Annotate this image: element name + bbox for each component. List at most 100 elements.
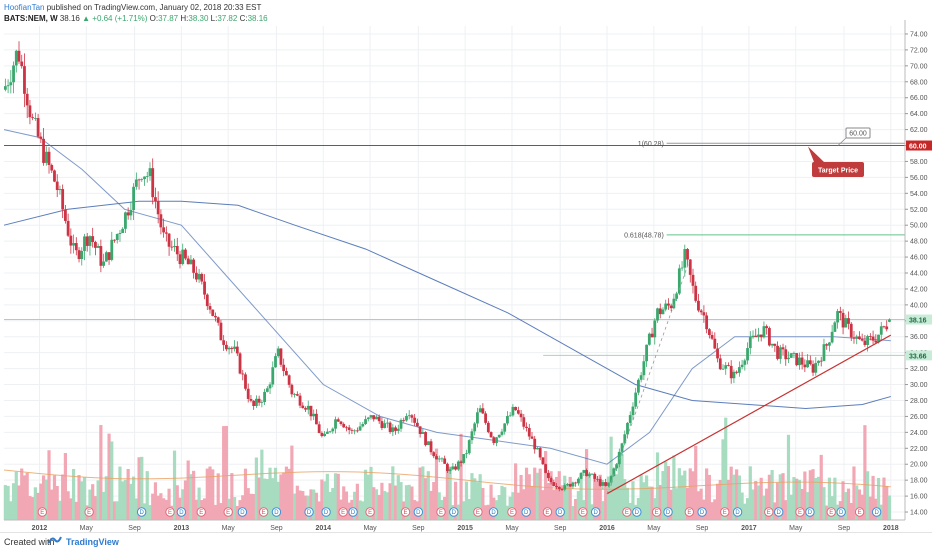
candle-body	[102, 261, 105, 266]
volume-bar	[767, 474, 771, 520]
candle-body	[713, 338, 717, 349]
price-chart[interactable]: 1(60.28) 0.618(48.78) 60.00 Target Price E…	[0, 0, 932, 532]
volume-bar	[527, 474, 531, 520]
candle-body	[871, 336, 875, 341]
volume-bar	[459, 433, 463, 520]
candle-body	[459, 461, 463, 463]
time-tick-label: 2017	[741, 525, 757, 532]
price-tick-label: 52.00	[910, 207, 928, 214]
candle-body	[55, 181, 59, 191]
volume-bar	[538, 468, 542, 520]
candle-body	[396, 428, 400, 431]
support-badge	[906, 350, 932, 361]
candle-body	[69, 235, 73, 246]
volume-bar	[213, 504, 218, 520]
candle-body	[626, 422, 629, 435]
target-value-box	[845, 127, 871, 139]
fib-0618-label: 0.618(48.78)	[624, 232, 664, 239]
volume-bar	[355, 483, 359, 520]
volume-bar	[500, 485, 504, 520]
candle-body	[582, 470, 586, 473]
volume-bar	[31, 497, 35, 520]
candle-body	[506, 416, 509, 424]
trendline[interactable]	[606, 260, 892, 495]
dividend-marker	[449, 507, 459, 517]
candle-body	[555, 485, 558, 487]
support-badge-label: 33.66	[909, 353, 927, 360]
volume-bar	[71, 468, 76, 520]
time-tick-label: Sep	[838, 525, 851, 532]
price-tick-label: 42.00	[910, 286, 928, 293]
candle-body	[36, 118, 40, 137]
volume-bar	[822, 487, 826, 520]
volume-bar	[235, 505, 239, 520]
volume-bar	[770, 470, 774, 520]
target-price-badge-label: 60.00	[909, 144, 927, 151]
candle-body	[312, 413, 316, 417]
volume-bar	[453, 481, 458, 520]
candle-body	[615, 464, 618, 469]
candle-body	[33, 118, 37, 119]
volume-bar	[344, 491, 349, 520]
volume-bar	[871, 475, 875, 520]
dividend-marker	[836, 507, 846, 517]
candle-body	[549, 478, 553, 483]
open-label: O:	[149, 14, 159, 23]
volume-bar	[11, 483, 16, 520]
volume-bar	[841, 481, 845, 520]
candle-body	[216, 317, 220, 323]
candle-body	[828, 342, 831, 346]
candle-body	[484, 413, 488, 423]
author-link[interactable]: HoofianTan	[4, 3, 45, 12]
price-tick-label: 72.00	[910, 47, 928, 54]
volume-bar	[691, 471, 695, 520]
annotations[interactable]: 60.00 Target Price	[808, 127, 871, 177]
volume-bar	[276, 481, 280, 520]
candle-body	[634, 392, 638, 407]
earnings-marker-label: E	[404, 510, 408, 516]
price-tick-label: 64.00	[910, 111, 928, 118]
candlesticks[interactable]	[3, 41, 891, 492]
candle-body	[637, 379, 640, 393]
dividend-marker	[774, 507, 784, 517]
candle-body	[31, 117, 35, 119]
tradingview-brand[interactable]: TradingView	[66, 537, 119, 547]
candle-body	[328, 431, 332, 433]
candle-body	[767, 328, 771, 346]
volume-bar	[778, 474, 782, 520]
volume-bar	[797, 479, 802, 520]
candle-body	[186, 258, 190, 265]
candle-body	[429, 441, 433, 453]
candle-body	[317, 424, 321, 433]
candle-body	[500, 431, 504, 435]
candle-body	[653, 320, 657, 338]
volume-bar	[808, 470, 812, 520]
earnings-marker-label: E	[767, 510, 771, 516]
candle-body	[754, 335, 758, 337]
time-axis[interactable]: 2012 May Sep 2013 May Sep 2014 May Sep 2015 May Sep…	[4, 519, 905, 532]
price-tick-label: 58.00	[910, 159, 928, 166]
volume-bar	[533, 467, 537, 520]
candle-body	[868, 336, 872, 337]
candle-body	[298, 395, 302, 406]
candle-body	[847, 318, 850, 324]
volume-bar	[852, 466, 856, 520]
volume-bar	[14, 471, 18, 520]
volume-bar	[172, 450, 177, 520]
candle-body	[647, 333, 651, 345]
candle-body	[424, 432, 427, 446]
candle-body	[667, 303, 670, 306]
volume-bar	[80, 481, 84, 520]
candle-body	[265, 388, 269, 392]
earnings-marker	[578, 507, 588, 517]
price-axis[interactable]: 14.00 16.00 18.00 20.00 22.00 24.00 26.00 28.00…	[904, 0, 932, 532]
dividend-marker-label: D	[635, 510, 640, 516]
earnings-marker	[684, 507, 695, 517]
symbol-label[interactable]: BATS:NEM, W	[4, 14, 58, 23]
volume-bar	[393, 485, 398, 520]
volume-bar	[118, 466, 122, 520]
volume-bar	[514, 463, 518, 520]
candle-body	[849, 323, 853, 338]
volume-bar	[789, 494, 793, 520]
